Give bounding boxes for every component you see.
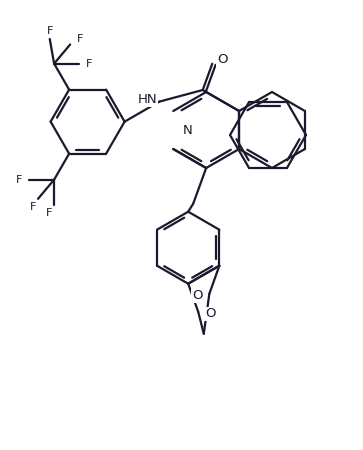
- Text: HN: HN: [138, 93, 157, 106]
- Text: F: F: [46, 26, 53, 36]
- Text: O: O: [205, 307, 215, 320]
- Text: F: F: [30, 202, 36, 212]
- Text: O: O: [192, 289, 203, 302]
- Text: O: O: [217, 53, 228, 66]
- Text: F: F: [16, 175, 22, 184]
- Text: F: F: [46, 207, 52, 218]
- Text: F: F: [86, 58, 92, 68]
- Text: N: N: [182, 123, 192, 136]
- Text: F: F: [77, 35, 83, 45]
